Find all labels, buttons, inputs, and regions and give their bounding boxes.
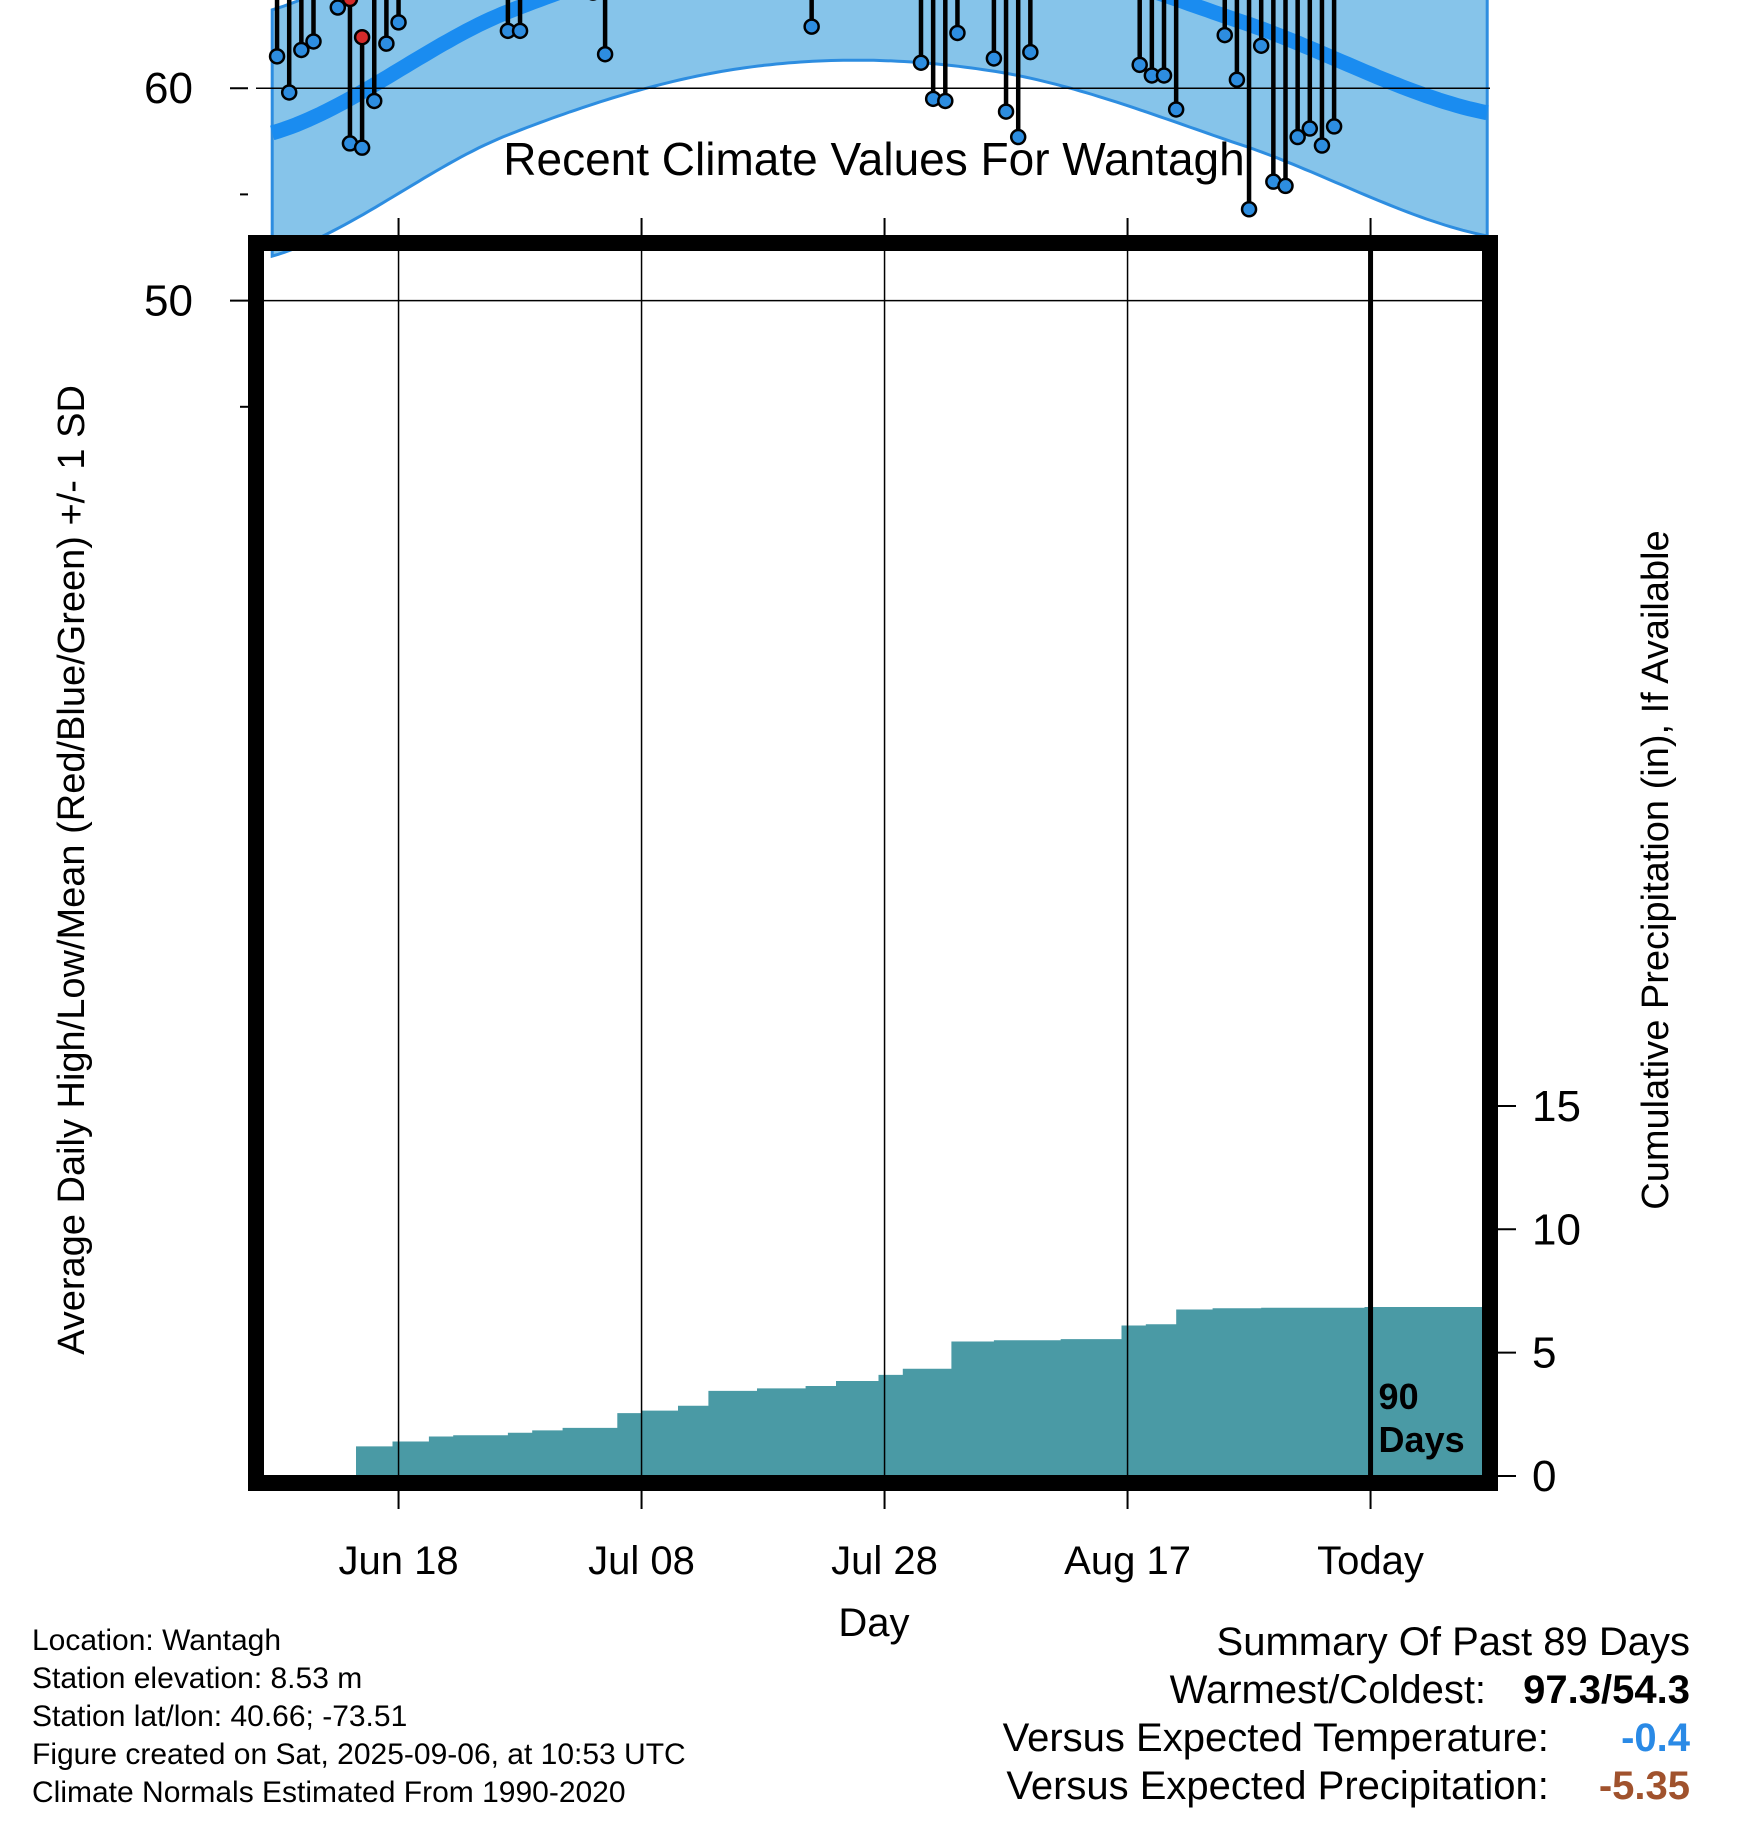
y-tick-label-60: 60 [144, 64, 193, 113]
low-point [511, 22, 529, 40]
temp-value: -0.4 [1621, 1716, 1690, 1760]
summary-precip-row: Versus Expected Precipitation: -5.35 [1003, 1762, 1690, 1810]
low-point [937, 92, 954, 110]
daily-points [268, 0, 1343, 218]
low-point [1313, 137, 1331, 154]
station-info: Location: Wantagh Station elevation: 8.5… [32, 1622, 686, 1812]
temp-label: Versus Expected Temperature: [1002, 1716, 1549, 1760]
chart-title: Recent Climate Values For Wantagh [503, 133, 1244, 185]
window-label-unit: Days [1379, 1419, 1465, 1460]
low-point [949, 24, 966, 42]
daily-range-bars [274, 0, 1337, 210]
high-point [341, 0, 359, 8]
x-tick-label-2: Jul 28 [831, 1539, 938, 1583]
low-point [1277, 177, 1294, 195]
low-point [280, 84, 298, 101]
low-point [378, 35, 395, 52]
x-axis-label: Day [838, 1601, 909, 1645]
y2-tick-label-5: 5 [1532, 1329, 1556, 1378]
summary-panel: Summary Of Past 89 Days Warmest/Coldest:… [1003, 1618, 1690, 1810]
precip-label: Versus Expected Precipitation: [1006, 1764, 1549, 1808]
low-point [390, 14, 407, 31]
x-tick-label-4: Today [1317, 1539, 1424, 1583]
low-point [912, 54, 930, 71]
y2-tick-label-10: 10 [1532, 1205, 1581, 1254]
precipitation-area [264, 1307, 1493, 1476]
low-point [1252, 37, 1270, 54]
y2-tick-label-15: 15 [1532, 1082, 1581, 1131]
y-tick-label-50: 50 [144, 277, 193, 326]
low-point [1228, 71, 1246, 88]
climate-normals-period: Climate Normals Estimated From 1990-2020 [32, 1776, 626, 1809]
low-point [1022, 43, 1039, 61]
grid-lines [256, 87, 1490, 1483]
plot-frame [248, 235, 1498, 1491]
station-location: Location: Wantagh [32, 1624, 282, 1657]
x-tick-label-1: Jul 08 [588, 1539, 695, 1583]
summary-temp-row: Versus Expected Temperature: -0.4 [1003, 1714, 1690, 1762]
window-label-number: 90 [1379, 1376, 1419, 1417]
station-latlon: Station lat/lon: 40.66; -73.51 [32, 1700, 408, 1733]
low-point [353, 139, 371, 156]
low-point [997, 103, 1015, 120]
warmest-value: 97.3/54.3 [1523, 1668, 1690, 1712]
station-elevation: Station elevation: 8.53 m [32, 1662, 363, 1695]
precip-area-path [264, 1307, 1493, 1476]
low-point [596, 45, 614, 63]
low-point [293, 41, 310, 59]
warmest-label: Warmest/Coldest: [1169, 1668, 1487, 1712]
figure-created: Figure created on Sat, 2025-09-06, at 10… [32, 1738, 686, 1771]
y2-axis-label: Cumulative Precipitation (in), If Availa… [1635, 530, 1677, 1209]
precip-value: -5.35 [1598, 1764, 1690, 1808]
low-point [803, 18, 820, 35]
low-point [1167, 101, 1185, 118]
low-point [1289, 128, 1306, 146]
summary-warmest-row: Warmest/Coldest: 97.3/54.3 [1003, 1666, 1690, 1714]
low-point [1301, 120, 1319, 137]
low-point [366, 92, 383, 110]
x-tick-label-0: Jun 18 [338, 1539, 458, 1583]
low-point [1131, 56, 1148, 74]
low-point [1216, 26, 1233, 44]
x-tick-label-3: Aug 17 [1064, 1539, 1191, 1583]
low-point [1325, 118, 1343, 135]
low-point [1240, 201, 1258, 218]
summary-heading: Summary Of Past 89 Days [1216, 1620, 1690, 1664]
y-axis-label: Average Daily High/Low/Mean (Red/Blue/Gr… [51, 385, 93, 1355]
low-point [1155, 67, 1173, 84]
low-point [305, 33, 322, 50]
low-point [329, 0, 347, 16]
low-point [1009, 128, 1027, 146]
y2-tick-label-0: 0 [1532, 1452, 1556, 1501]
low-point [268, 48, 286, 65]
low-point [985, 50, 1003, 67]
high-point [353, 28, 371, 46]
